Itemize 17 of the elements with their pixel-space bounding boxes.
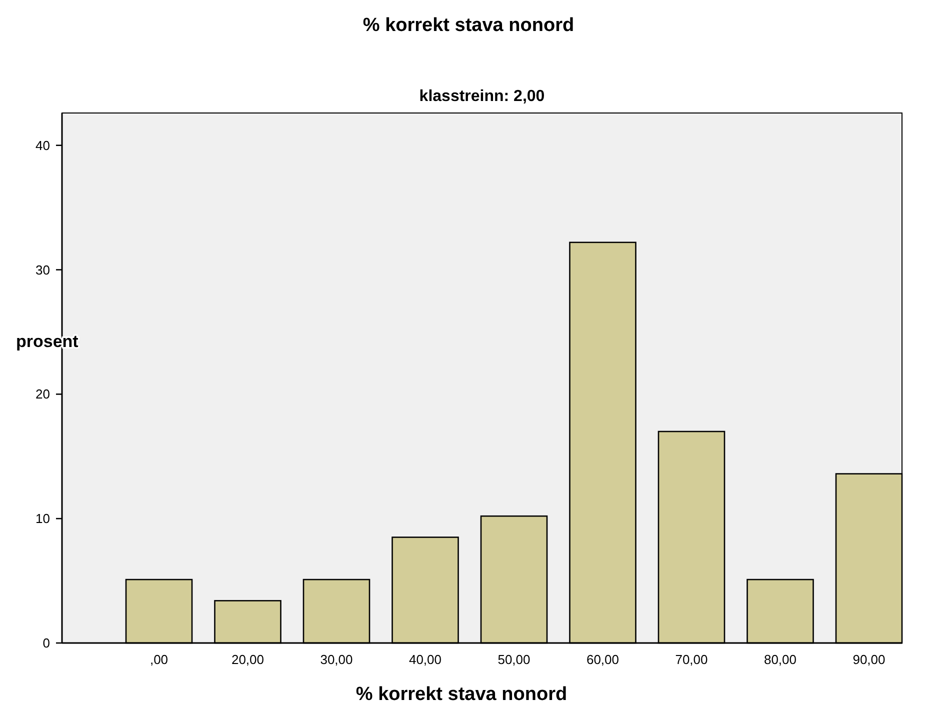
x-tick-label: 80,00 bbox=[764, 652, 797, 667]
x-tick-label: 70,00 bbox=[675, 652, 708, 667]
x-tick-label: 50,00 bbox=[498, 652, 530, 667]
chart-subtitle: klasstreinn: 2,00 bbox=[419, 88, 545, 105]
x-tick-label: ,00 bbox=[150, 652, 168, 667]
y-tick-label: 30 bbox=[36, 262, 50, 278]
x-tick-label: 30,00 bbox=[320, 652, 353, 667]
x-tick-label: 60,00 bbox=[586, 652, 620, 667]
chart-title: % korrekt stava nonord bbox=[362, 15, 574, 36]
x-tick-label: 40,00 bbox=[408, 652, 442, 667]
x-tick-label: 90,00 bbox=[852, 652, 886, 667]
x-axis-title: % korrekt stava nonord bbox=[356, 684, 568, 705]
y-tick-label: 10 bbox=[36, 511, 50, 526]
y-tick-label: 40 bbox=[36, 138, 50, 153]
y-tick-label: 0 bbox=[42, 636, 50, 651]
x-tick-label: 20,00 bbox=[231, 652, 264, 667]
y-tick-label: 20 bbox=[36, 386, 50, 402]
